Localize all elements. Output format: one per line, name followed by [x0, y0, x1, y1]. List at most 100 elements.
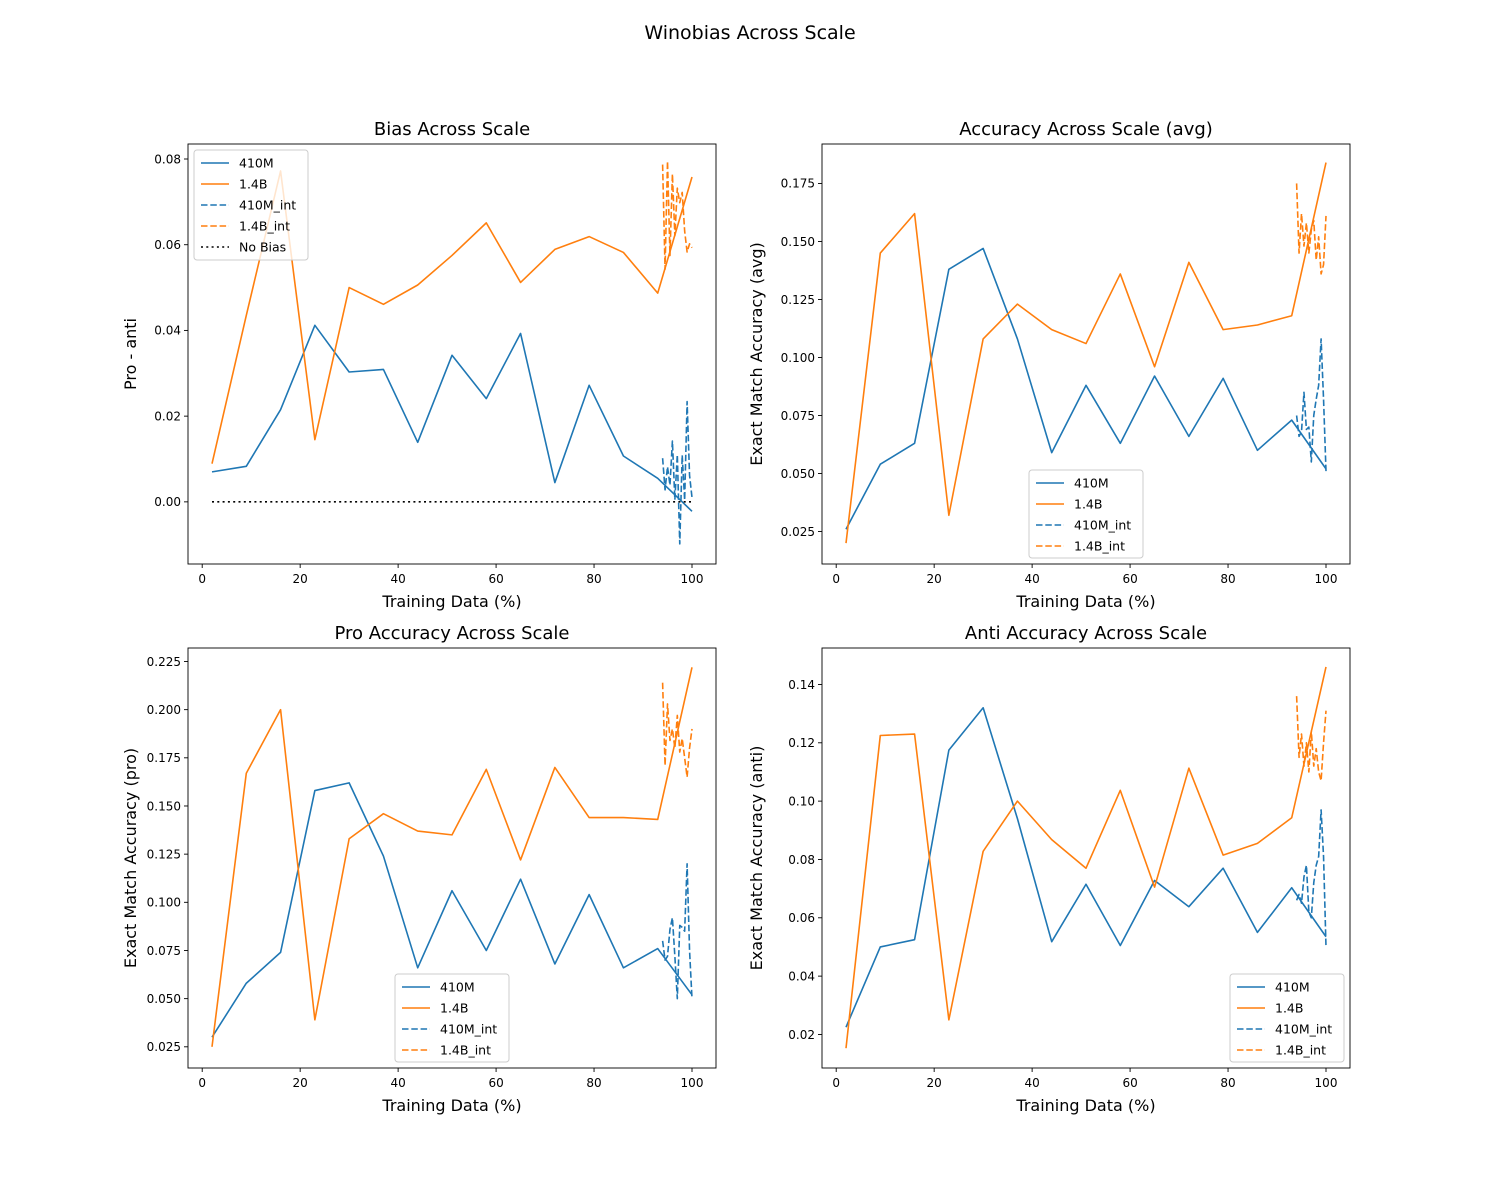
legend-label: 410M_int: [239, 198, 296, 213]
legend-label: No Bias: [239, 240, 286, 255]
y-tick-label: 0.00: [154, 495, 181, 509]
x-tick-label: 80: [586, 1076, 601, 1090]
axes-frame: [821, 647, 1351, 1069]
subplot-title: Anti Accuracy Across Scale: [965, 623, 1207, 644]
legend-frame: [193, 149, 309, 261]
x-tick-label: 60: [1122, 1076, 1137, 1090]
legend-label: 410M: [1074, 476, 1109, 491]
legend-frame: [394, 973, 510, 1063]
x-tick-label: 80: [586, 572, 601, 586]
series-line-1-4b-int: [1295, 183, 1327, 275]
x-tick-label: 40: [390, 1076, 405, 1090]
y-axis-label: Pro - anti: [121, 318, 140, 390]
legend-label: 1.4B: [440, 1001, 468, 1016]
y-tick-label: 0.14: [788, 678, 815, 692]
legend-label: 410M_int: [1275, 1022, 1332, 1037]
y-tick-label: 0.02: [788, 1028, 815, 1042]
plot-area: [845, 666, 1327, 1049]
x-tick-label: 60: [488, 572, 503, 586]
y-tick-label: 0.175: [781, 177, 815, 191]
legend-label: 1.4B_int: [1074, 539, 1125, 554]
legend: 410M 1.4B 410M_int 1.4B_int: [394, 973, 510, 1063]
y-tick-label: 0.225: [147, 655, 181, 669]
legend: 410M 1.4B 410M_int 1.4B_int No Bias: [193, 149, 309, 261]
subplot-3: Pro Accuracy Across Scale 0 20 40 60 80 100 0.0…: [121, 623, 717, 1115]
subplot-1: Bias Across Scale 0 20 40 60 80 100 0.00 0.02 0.0…: [121, 119, 717, 611]
subplot-title: Bias Across Scale: [374, 119, 530, 140]
y-tick-label: 0.075: [781, 409, 815, 423]
legend-frame: [1229, 973, 1345, 1063]
y-tick-label: 0.08: [788, 853, 815, 867]
x-tick-label: 0: [198, 1076, 206, 1090]
y-tick-label: 0.025: [781, 525, 815, 539]
y-tick-label: 0.150: [147, 799, 181, 813]
y-tick-label: 0.025: [147, 1040, 181, 1054]
series-line-1-4b-int: [661, 160, 693, 270]
legend-label: 1.4B_int: [1275, 1043, 1326, 1058]
series-line-410m: [845, 247, 1327, 530]
x-tick-label: 100: [1315, 1076, 1338, 1090]
y-axis-label: Exact Match Accuracy (avg): [747, 242, 766, 466]
subplot-grid: Bias Across Scale 0 20 40 60 80 100 0.00 0.02 0.0…: [121, 119, 1351, 1115]
y-tick-label: 0.150: [781, 235, 815, 249]
series-line-410m-int: [1295, 809, 1327, 947]
y-tick-label: 0.100: [781, 351, 815, 365]
y-tick-label: 0.10: [788, 794, 815, 808]
y-tick-label: 0.06: [154, 238, 181, 252]
y-tick-label: 0.200: [147, 703, 181, 717]
series-line-1-4b: [211, 170, 693, 464]
axes-frame: [187, 143, 717, 565]
y-axis-label: Exact Match Accuracy (pro): [121, 748, 140, 968]
y-tick-label: 0.04: [154, 324, 181, 338]
series-line-410m-int: [661, 400, 693, 545]
x-tick-label: 60: [1122, 572, 1137, 586]
x-tick-label: 20: [927, 572, 942, 586]
x-tick-label: 60: [488, 1076, 503, 1090]
y-tick-label: 0.12: [788, 736, 815, 750]
x-tick-label: 80: [1220, 1076, 1235, 1090]
x-axis-label: Training Data (%): [1015, 592, 1155, 611]
y-axis-label: Exact Match Accuracy (anti): [747, 746, 766, 971]
y-tick-label: 0.04: [788, 969, 815, 983]
legend: 410M 1.4B 410M_int 1.4B_int: [1028, 469, 1144, 559]
y-tick-label: 0.050: [781, 467, 815, 481]
subplot-title: Accuracy Across Scale (avg): [959, 119, 1213, 140]
series-line-410m-int: [1295, 338, 1327, 472]
subplot-2: Accuracy Across Scale (avg) 0 20 40 60 80 100 0…: [747, 119, 1351, 611]
series-line-1-4b: [845, 162, 1327, 544]
legend-label: 1.4B_int: [440, 1043, 491, 1058]
y-tick-label: 0.125: [781, 293, 815, 307]
legend-label: 1.4B: [1275, 1001, 1303, 1016]
legend-label: 1.4B_int: [239, 219, 290, 234]
x-tick-label: 20: [927, 1076, 942, 1090]
legend-label: 410M: [1275, 980, 1310, 995]
series-line-410m: [845, 706, 1327, 1028]
y-tick-label: 0.125: [147, 847, 181, 861]
x-axis-label: Training Data (%): [1015, 1096, 1155, 1115]
plot-area: [211, 160, 693, 545]
x-tick-label: 100: [681, 572, 704, 586]
y-tick-label: 0.08: [154, 152, 181, 166]
subplot-4: Anti Accuracy Across Scale 0 20 40 60 80 100 0.…: [747, 623, 1351, 1115]
x-tick-label: 20: [293, 572, 308, 586]
subplot-title: Pro Accuracy Across Scale: [335, 623, 570, 644]
legend-label: 410M: [239, 156, 274, 171]
series-line-410m: [211, 324, 693, 512]
legend: 410M 1.4B 410M_int 1.4B_int: [1229, 973, 1345, 1063]
y-tick-label: 0.075: [147, 944, 181, 958]
legend-label: 410M_int: [440, 1022, 497, 1037]
x-tick-label: 0: [832, 572, 840, 586]
x-tick-label: 40: [1024, 572, 1039, 586]
x-tick-label: 20: [293, 1076, 308, 1090]
plot-area: [211, 667, 693, 1047]
legend-label: 410M: [440, 980, 475, 995]
x-axis-label: Training Data (%): [381, 592, 521, 611]
series-line-1-4b-int: [1295, 696, 1327, 782]
x-tick-label: 0: [832, 1076, 840, 1090]
x-tick-label: 40: [1024, 1076, 1039, 1090]
x-tick-label: 100: [681, 1076, 704, 1090]
series-line-410m: [211, 782, 693, 1038]
axes-frame: [187, 647, 717, 1069]
legend-label: 1.4B: [1074, 497, 1102, 512]
